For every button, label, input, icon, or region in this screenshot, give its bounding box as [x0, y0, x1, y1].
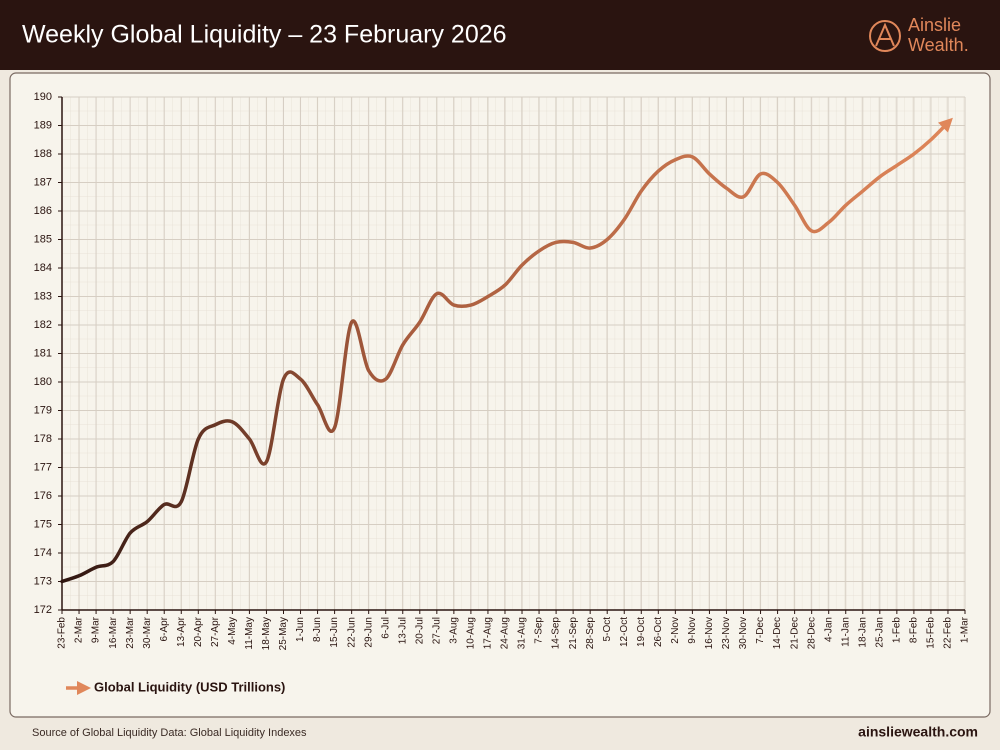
x-tick-label: 4-May	[227, 617, 238, 645]
x-tick-label: 31-Aug	[517, 617, 528, 649]
x-tick-label: 7-Sep	[534, 617, 545, 644]
x-tick-label: 29-Jun	[363, 617, 374, 648]
x-tick-label: 23-Mar	[125, 616, 136, 648]
x-tick-label: 30-Mar	[142, 616, 153, 648]
y-tick-label: 189	[34, 119, 52, 131]
logo-text: Wealth.	[908, 35, 969, 55]
data-line	[60, 117, 953, 584]
x-tick-label: 12-Oct	[619, 617, 630, 647]
y-tick-label: 172	[34, 604, 52, 616]
x-tick-label: 23-Nov	[721, 617, 732, 649]
x-tick-label: 1-Feb	[891, 617, 902, 644]
x-tick-label: 24-Aug	[500, 617, 511, 649]
x-tick-label: 20-Apr	[193, 616, 204, 647]
x-tick-label: 21-Dec	[789, 617, 800, 649]
y-tick-label: 190	[34, 91, 52, 103]
x-tick-label: 14-Sep	[551, 617, 562, 650]
logo-text: Ainslie	[908, 15, 961, 35]
x-tick-label: 10-Aug	[466, 617, 477, 649]
x-tick-label: 11-Jan	[840, 617, 851, 647]
y-tick-label: 187	[34, 176, 52, 188]
legend-label: Global Liquidity (USD Trillions)	[94, 679, 285, 694]
y-tick-label: 173	[34, 575, 52, 587]
logo: Ainslie Wealth.	[869, 15, 969, 55]
x-tick-label: 1-Mar	[960, 616, 971, 643]
y-tick-label: 183	[34, 290, 52, 302]
y-tick-label: 174	[34, 547, 52, 559]
y-tick-label: 176	[34, 490, 52, 502]
x-tick-label: 6-Apr	[159, 616, 170, 641]
x-tick-label: 22-Jun	[346, 617, 357, 648]
y-tick-label: 177	[34, 461, 52, 473]
x-tick-label: 11-May	[244, 617, 255, 650]
y-tick-label: 175	[34, 518, 52, 530]
x-tick-label: 22-Feb	[943, 617, 954, 649]
x-tick-label: 18-Jan	[857, 617, 868, 648]
x-tick-label: 16-Nov	[704, 617, 715, 649]
x-tick-label: 19-Oct	[636, 617, 647, 647]
y-tick-label: 184	[34, 262, 52, 274]
y-tick-label: 188	[34, 148, 52, 160]
x-tick-label: 4-Jan	[823, 617, 834, 642]
y-tick-label: 179	[34, 404, 52, 416]
x-tick-label: 30-Nov	[738, 617, 749, 649]
x-tick-label: 6-Jul	[380, 617, 391, 639]
x-tick-label: 28-Dec	[806, 617, 817, 649]
x-tick-label: 17-Aug	[483, 617, 494, 649]
y-tick-label: 181	[34, 347, 52, 359]
x-tick-label: 27-Jul	[431, 617, 442, 644]
x-tick-label: 28-Sep	[585, 617, 596, 650]
x-tick-label: 13-Jul	[397, 617, 408, 644]
x-tick-label: 2-Nov	[670, 617, 681, 644]
x-tick-label: 26-Oct	[653, 617, 664, 647]
x-tick-label: 9-Nov	[687, 617, 698, 644]
y-tick-label: 182	[34, 319, 52, 331]
x-tick-label: 20-Jul	[414, 617, 425, 644]
x-tick-label: 2-Mar	[74, 616, 85, 643]
y-tick-label: 186	[34, 205, 52, 217]
x-tick-label: 21-Sep	[568, 617, 579, 650]
website: ainsliewealth.com	[858, 724, 978, 740]
x-tick-label: 15-Jun	[329, 617, 340, 648]
x-tick-label: 18-May	[261, 617, 272, 650]
x-tick-label: 9-Mar	[91, 616, 102, 643]
header	[0, 0, 1000, 70]
x-tick-label: 5-Oct	[602, 617, 613, 642]
x-tick-label: 25-Jan	[874, 617, 885, 648]
x-tick-label: 16-Mar	[108, 616, 119, 648]
y-tick-label: 185	[34, 233, 52, 245]
chart-title: Weekly Global Liquidity – 23 February 20…	[22, 21, 507, 49]
x-tick-label: 13-Apr	[176, 616, 187, 647]
x-tick-label: 8-Feb	[909, 617, 920, 644]
x-tick-label: 15-Feb	[926, 617, 937, 649]
x-tick-label: 27-Apr	[210, 616, 221, 647]
source-note: Source of Global Liquidity Data: Global …	[32, 727, 307, 739]
x-tick-label: 3-Aug	[449, 617, 460, 644]
x-tick-label: 14-Dec	[772, 617, 783, 649]
x-tick-label: 8-Jun	[312, 617, 323, 642]
x-tick-label: 7-Dec	[755, 617, 766, 644]
y-tick-label: 180	[34, 376, 52, 388]
y-tick-label: 178	[34, 433, 52, 445]
x-tick-label: 23-Feb	[57, 617, 68, 649]
x-tick-label: 25-May	[278, 617, 289, 650]
x-tick-label: 1-Jun	[295, 617, 306, 642]
